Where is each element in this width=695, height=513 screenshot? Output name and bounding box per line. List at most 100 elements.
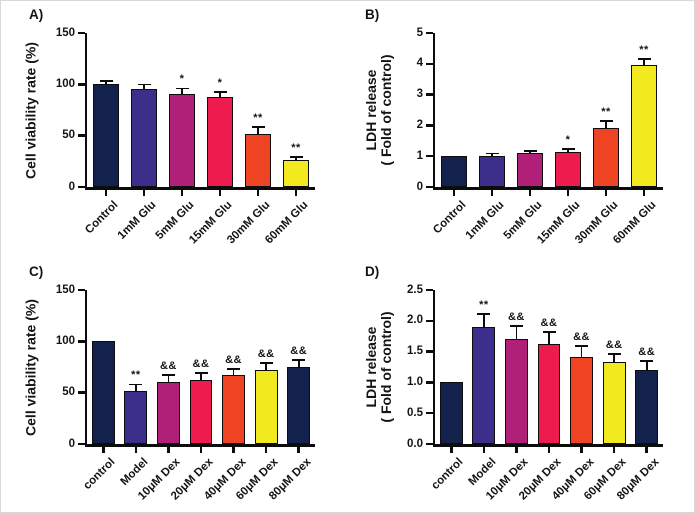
- y-tick: [426, 154, 433, 158]
- error-whisker: [265, 363, 268, 371]
- significance-annotation: *: [179, 73, 185, 86]
- x-tick: [104, 189, 108, 196]
- x-tick: [294, 189, 298, 196]
- significance-annotation: **: [479, 299, 489, 312]
- error-cap: [137, 83, 151, 86]
- y-tick: [78, 31, 85, 35]
- error-cap: [477, 313, 491, 316]
- error-cap: [161, 374, 175, 377]
- y-tick: [78, 185, 85, 189]
- x-tick: [515, 446, 518, 453]
- significance-annotation: **: [291, 141, 301, 154]
- x-tick: [528, 189, 532, 196]
- error-whisker: [605, 122, 607, 128]
- y-tick: [426, 288, 433, 292]
- panel-d-ldh-release-dex: D) LDH release( Fold of control) 0.0 0.5 1.0…: [349, 258, 694, 512]
- bar: [570, 356, 593, 444]
- x-axis-line: [432, 187, 663, 190]
- panel-a-cell-viability-glucose: A) Cell viability rate (%) 0 50 100 150 Contro…: [1, 1, 348, 257]
- error-cap: [289, 155, 303, 158]
- error-whisker: [567, 149, 569, 153]
- y-tick: [426, 319, 433, 323]
- y-tick-label: 0: [68, 437, 75, 450]
- y-tick: [78, 340, 85, 343]
- y-tick-label: 50: [62, 129, 75, 142]
- significance-annotation: *: [217, 76, 223, 89]
- y-tick: [426, 350, 433, 353]
- x-axis-line: [432, 444, 663, 447]
- x-tick: [547, 446, 551, 453]
- y-axis-label: Cell viability rate (%): [23, 267, 39, 467]
- x-tick: [297, 446, 300, 453]
- y-tick-label: 3: [416, 88, 423, 101]
- y-tick: [78, 134, 85, 137]
- x-tick: [142, 189, 146, 196]
- bar: [592, 127, 620, 187]
- y-tick: [78, 288, 85, 292]
- error-cap: [523, 150, 537, 152]
- error-cap: [292, 359, 306, 361]
- x-tick: [604, 189, 608, 196]
- significance-annotation: &&: [605, 338, 623, 351]
- y-tick-label: 2: [416, 118, 423, 131]
- x-tick: [218, 189, 222, 196]
- significance-annotation: &&: [638, 346, 656, 359]
- y-tick-label: 100: [55, 334, 75, 347]
- error-cap: [227, 368, 241, 371]
- bar: [157, 382, 180, 444]
- significance-annotation: &&: [159, 360, 177, 373]
- error-whisker: [105, 81, 107, 85]
- error-cap: [485, 152, 499, 155]
- y-tick: [426, 62, 433, 66]
- error-whisker: [200, 374, 202, 381]
- x-tick: [264, 446, 268, 453]
- bar: [439, 382, 463, 444]
- error-cap: [259, 362, 273, 364]
- error-whisker: [529, 151, 531, 154]
- y-axis-line: [84, 33, 87, 190]
- bar: [244, 133, 272, 187]
- bar: [124, 390, 148, 444]
- significance-annotation: &&: [573, 331, 590, 344]
- error-whisker: [167, 376, 170, 383]
- error-whisker: [143, 85, 145, 90]
- error-whisker: [257, 127, 259, 134]
- y-tick: [78, 83, 85, 86]
- bar: [287, 367, 311, 444]
- error-whisker: [613, 354, 616, 363]
- bar: [130, 89, 158, 187]
- bar: [602, 362, 626, 444]
- y-tick: [426, 31, 433, 35]
- y-tick: [78, 391, 85, 394]
- significance-annotation: &&: [290, 344, 308, 357]
- y-tick: [426, 411, 433, 415]
- error-cap: [561, 147, 575, 150]
- x-tick: [256, 189, 260, 196]
- y-axis-label-line: LDH release: [363, 326, 379, 408]
- x-axis-line: [84, 187, 315, 190]
- y-tick: [426, 124, 433, 127]
- error-whisker: [232, 370, 235, 376]
- x-tick: [580, 446, 583, 453]
- error-cap: [129, 383, 143, 386]
- y-axis-label-line: LDH release: [363, 69, 379, 151]
- x-tick: [180, 189, 184, 196]
- y-axis-line: [84, 290, 87, 447]
- y-tick-label: 0: [68, 180, 75, 193]
- significance-annotation: &&: [257, 347, 275, 360]
- y-tick: [426, 381, 433, 384]
- bar: [91, 341, 115, 444]
- panel-letter-label: B): [365, 7, 380, 22]
- x-tick: [490, 189, 494, 196]
- x-tick: [642, 189, 646, 196]
- y-axis-label: Cell viability rate (%): [23, 10, 39, 210]
- error-cap: [637, 57, 651, 60]
- x-tick: [482, 446, 486, 453]
- error-whisker: [219, 92, 221, 97]
- y-tick-label: 100: [55, 77, 75, 90]
- y-tick-label: 2.0: [407, 314, 423, 327]
- x-tick: [167, 446, 170, 453]
- bar: [222, 375, 245, 444]
- error-whisker: [297, 360, 300, 367]
- error-whisker: [580, 347, 583, 357]
